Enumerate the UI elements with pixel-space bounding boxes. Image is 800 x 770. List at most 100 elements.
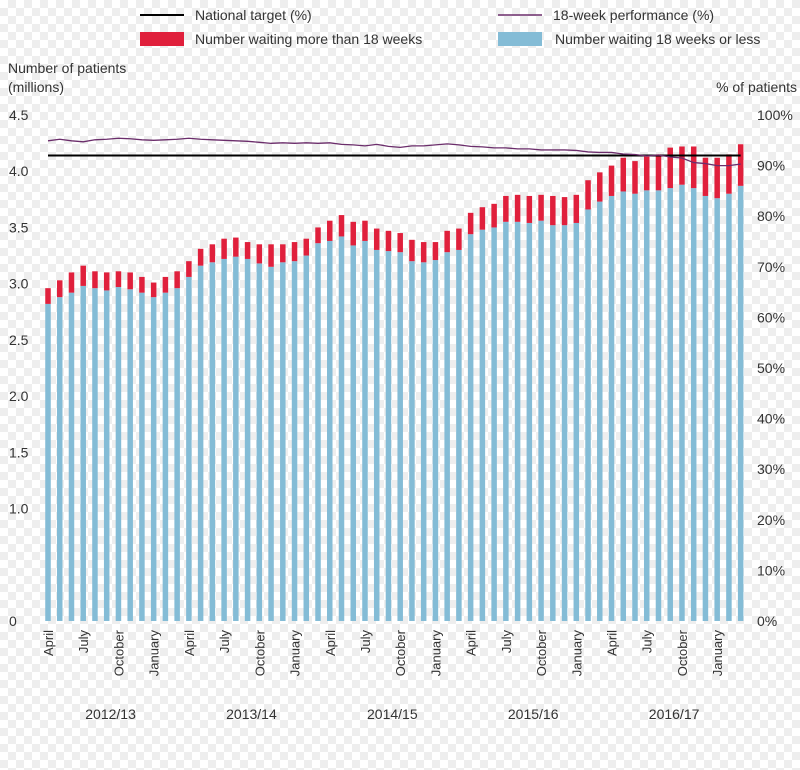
legend-label-18-week-performance: 18-week performance (%) (553, 7, 714, 23)
bar-waiting-more-than-18-weeks (280, 244, 286, 263)
left-axis-tick-label: 0 (9, 613, 17, 629)
x-axis-month-label: October (111, 629, 126, 676)
x-axis-month-label: April (605, 630, 620, 656)
bar-waiting-18-weeks-or-less (491, 227, 497, 621)
bar-waiting-18-weeks-or-less (291, 261, 298, 621)
left-axis-tick-label: 1.5 (9, 444, 29, 460)
bar-waiting-more-than-18-weeks (56, 280, 63, 298)
x-axis-month-label: July (76, 630, 91, 654)
bar-waiting-18-weeks-or-less (643, 190, 650, 622)
x-axis-month-label: January (147, 630, 162, 677)
x-axis-year-label: 2016/17 (649, 706, 700, 722)
bar-waiting-more-than-18-weeks (409, 239, 415, 262)
right-axis-tick-label: 60% (757, 309, 785, 325)
bar-waiting-more-than-18-weeks (503, 195, 509, 222)
left-axis-title-line2: (millions) (8, 79, 64, 95)
right-axis-tick-label: 80% (757, 208, 785, 224)
bar-waiting-18-weeks-or-less (690, 188, 697, 622)
bar-waiting-more-than-18-weeks (432, 242, 439, 261)
bar-waiting-18-weeks-or-less (373, 249, 380, 621)
bar-waiting-more-than-18-weeks (620, 157, 627, 192)
legend-item-18-week-performance: 18-week performance (%) (498, 7, 714, 23)
x-axis-month-label: January (428, 630, 443, 677)
bar-waiting-18-weeks-or-less (550, 225, 556, 621)
bar-waiting-18-weeks-or-less (327, 240, 333, 621)
bar-waiting-18-weeks-or-less (397, 252, 403, 621)
bar-waiting-more-than-18-weeks (338, 215, 345, 237)
bar-waiting-more-than-18-weeks (233, 237, 239, 257)
right-axis-tick-label: 10% (757, 562, 785, 578)
bar-waiting-more-than-18-weeks (714, 157, 720, 199)
bar-waiting-more-than-18-weeks (162, 276, 169, 293)
bar-waiting-18-weeks-or-less (92, 288, 98, 621)
x-axis-month-label: April (182, 630, 197, 656)
bar-waiting-18-weeks-or-less (350, 245, 356, 622)
left-axis-title-line1: Number of patients (8, 60, 126, 76)
right-axis-tick-label: 0% (757, 613, 777, 629)
bar-waiting-18-weeks-or-less (514, 221, 521, 622)
bar-waiting-more-than-18-weeks (597, 172, 603, 202)
bar-waiting-18-weeks-or-less (620, 191, 627, 621)
bar-waiting-18-weeks-or-less (737, 185, 744, 621)
bar-waiting-18-weeks-or-less (526, 222, 533, 622)
bar-waiting-more-than-18-weeks (456, 228, 462, 250)
bar-waiting-18-weeks-or-less (233, 256, 239, 621)
x-axis-year-labels: 2012/13 2013/14 2014/15 2015/16 2016/17 (85, 706, 699, 722)
left-axis-tick-label: 3.5 (9, 219, 29, 235)
bar-waiting-more-than-18-weeks (103, 272, 110, 291)
x-axis-month-label: October (252, 629, 267, 676)
bar-waiting-18-weeks-or-less (268, 266, 274, 621)
bar-waiting-18-weeks-or-less (362, 240, 368, 621)
bar-waiting-18-weeks-or-less (127, 289, 133, 621)
bar-waiting-18-weeks-or-less (186, 276, 192, 621)
bar-waiting-more-than-18-weeks (291, 242, 298, 262)
bar-waiting-more-than-18-weeks (127, 272, 133, 290)
bar-waiting-more-than-18-weeks (115, 271, 122, 288)
bar-waiting-18-weeks-or-less (162, 292, 169, 621)
x-axis-month-label: January (710, 630, 725, 677)
bar-waiting-18-weeks-or-less (150, 297, 157, 621)
left-axis-tick-label: 2.0 (9, 388, 29, 404)
bar-waiting-18-weeks-or-less (467, 234, 474, 622)
bar-waiting-18-weeks-or-less (608, 195, 615, 621)
bar-waiting-more-than-18-weeks (327, 220, 333, 241)
x-axis-month-label: April (41, 630, 56, 656)
bar-waiting-more-than-18-weeks (479, 207, 486, 230)
bar-waiting-18-weeks-or-less (115, 287, 122, 621)
bar-waiting-more-than-18-weeks (350, 221, 356, 246)
bar-waiting-more-than-18-weeks (550, 195, 556, 226)
legend-item-national-target: National target (%) (140, 7, 312, 23)
legend-swatch-waiting-more-than-18-weeks (140, 32, 184, 46)
bar-waiting-18-weeks-or-less (585, 209, 591, 621)
bar-waiting-18-weeks-or-less (174, 288, 180, 621)
bar-waiting-more-than-18-weeks (209, 244, 216, 263)
bar-waiting-more-than-18-weeks (561, 197, 568, 226)
bars (45, 144, 744, 622)
bar-waiting-18-weeks-or-less (679, 184, 685, 621)
bar-waiting-more-than-18-weeks (690, 146, 697, 189)
x-axis-month-label: July (499, 630, 514, 654)
bar-waiting-more-than-18-weeks (491, 203, 497, 228)
x-axis-month-label: January (569, 630, 584, 677)
bar-waiting-more-than-18-weeks (467, 212, 474, 235)
bar-waiting-more-than-18-weeks (737, 144, 744, 186)
bar-waiting-more-than-18-weeks (315, 227, 321, 244)
bar-waiting-more-than-18-weeks (420, 242, 427, 263)
legend: National target (%) 18-week performance … (140, 7, 760, 47)
bar-waiting-18-weeks-or-less (56, 297, 63, 621)
legend-label-national-target: National target (%) (195, 7, 312, 23)
bar-waiting-more-than-18-weeks (585, 180, 591, 210)
left-axis-tick-label: 4.5 (9, 107, 29, 123)
bar-waiting-more-than-18-weeks (573, 194, 580, 223)
bar-waiting-more-than-18-weeks (702, 157, 709, 196)
bar-waiting-18-weeks-or-less (667, 188, 673, 622)
right-axis-tick-label: 40% (757, 411, 785, 427)
bar-waiting-18-weeks-or-less (420, 262, 427, 621)
right-axis-tick-label: 90% (757, 158, 785, 174)
bar-waiting-more-than-18-weeks (632, 161, 638, 194)
right-axis-tick-label: 30% (757, 461, 785, 477)
performance-line (47, 137, 741, 167)
bar-waiting-more-than-18-weeks (150, 282, 157, 298)
bar-waiting-18-weeks-or-less (338, 236, 345, 621)
